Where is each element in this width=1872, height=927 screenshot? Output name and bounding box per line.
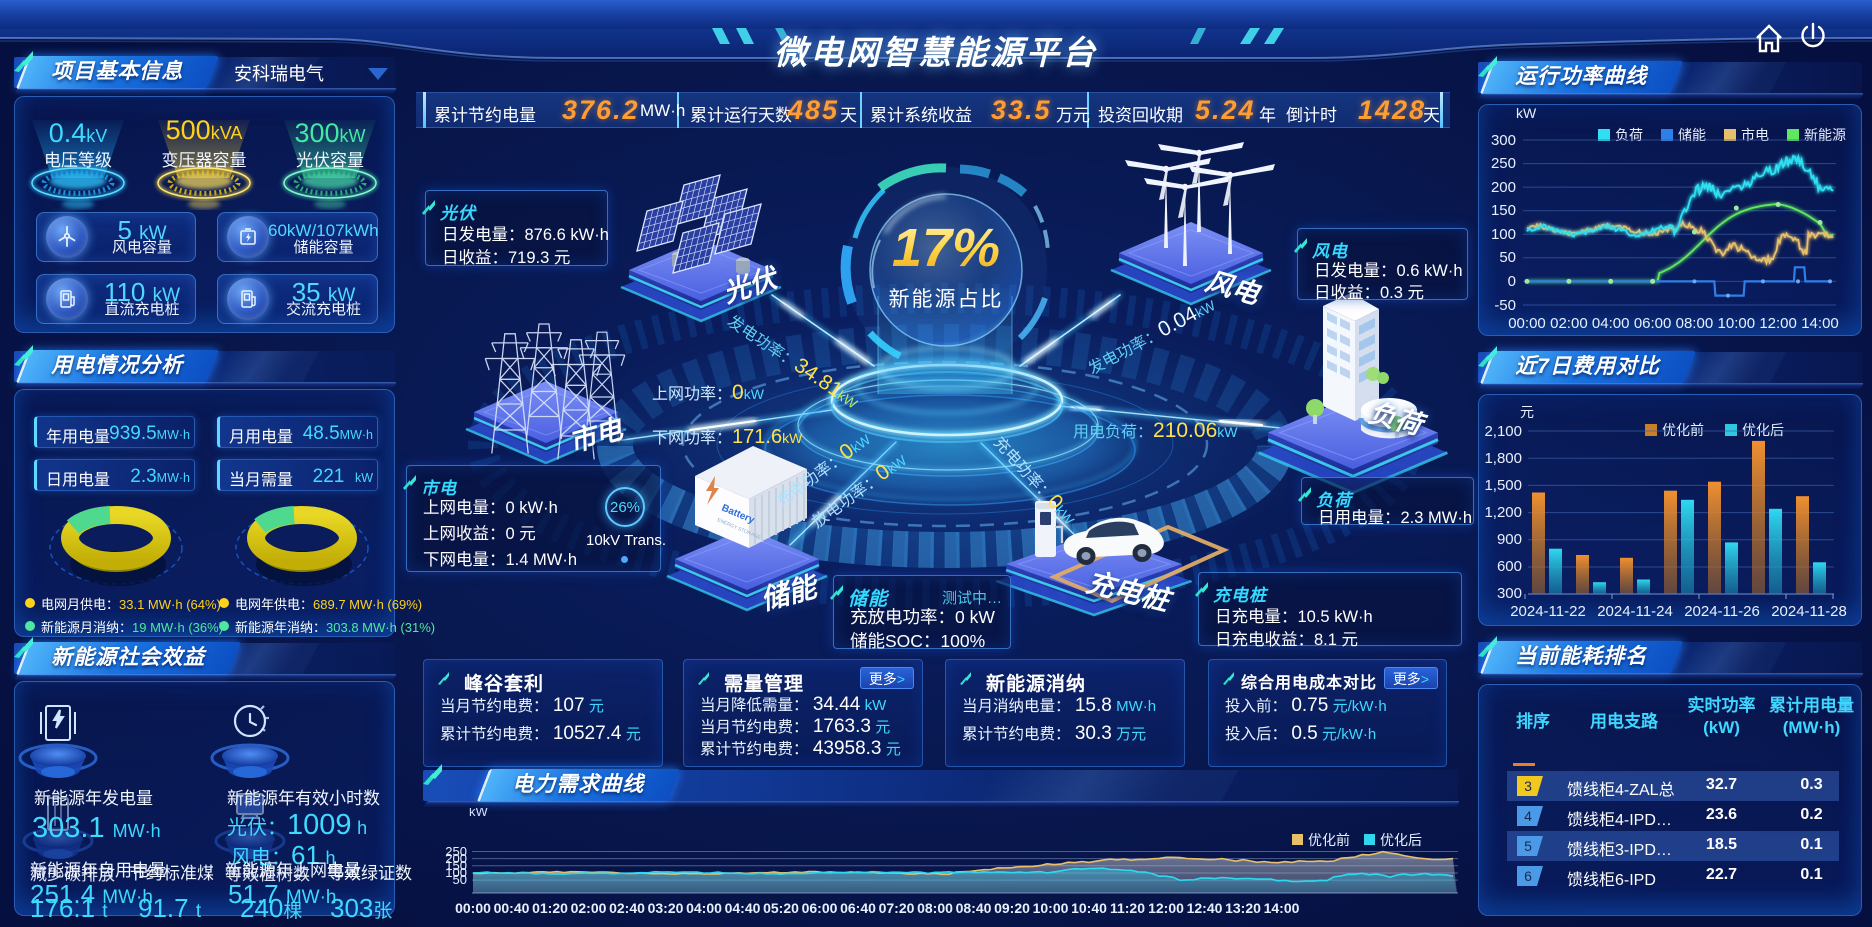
svg-text:kW: kW — [1516, 105, 1537, 121]
svg-text:2024-11-26: 2024-11-26 — [1684, 603, 1760, 620]
svg-text:07:20: 07:20 — [879, 900, 915, 916]
svg-text:12:40: 12:40 — [1187, 900, 1223, 916]
svg-text:150: 150 — [1491, 202, 1516, 219]
svg-text:2024-11-22: 2024-11-22 — [1510, 603, 1586, 620]
svg-text:10:40: 10:40 — [1071, 900, 1107, 916]
svg-text:-50: -50 — [1494, 297, 1516, 314]
svg-text:11:20: 11:20 — [1110, 900, 1145, 916]
svg-text:12:00: 12:00 — [1759, 315, 1797, 332]
svg-text:储能: 储能 — [1678, 127, 1706, 143]
svg-text:300: 300 — [1491, 132, 1516, 149]
svg-text:02:40: 02:40 — [609, 900, 645, 916]
svg-text:市电: 市电 — [1741, 127, 1769, 143]
svg-text:100: 100 — [1491, 226, 1516, 243]
svg-text:05:20: 05:20 — [763, 900, 799, 916]
svg-text:0: 0 — [1508, 273, 1516, 290]
svg-text:4: 4 — [1524, 808, 1532, 824]
svg-text:08:00: 08:00 — [917, 900, 953, 916]
svg-text:10:00: 10:00 — [1718, 315, 1756, 332]
svg-text:3: 3 — [1524, 778, 1532, 794]
svg-text:06:00: 06:00 — [1634, 315, 1672, 332]
svg-text:14:00: 14:00 — [1264, 900, 1300, 916]
svg-text:06:00: 06:00 — [802, 900, 838, 916]
svg-text:12:00: 12:00 — [1148, 900, 1184, 916]
svg-text:1,200: 1,200 — [1484, 504, 1522, 521]
svg-text:300: 300 — [1497, 585, 1522, 602]
svg-text:6: 6 — [1524, 868, 1532, 884]
svg-text:200: 200 — [445, 851, 467, 866]
svg-text:50: 50 — [453, 872, 467, 887]
svg-text:kW: kW — [469, 808, 489, 819]
svg-text:优化后: 优化后 — [1742, 422, 1784, 438]
svg-text:03:20: 03:20 — [648, 900, 684, 916]
svg-text:06:40: 06:40 — [840, 900, 876, 916]
svg-text:250: 250 — [445, 844, 467, 859]
svg-text:00:00: 00:00 — [455, 900, 491, 916]
svg-text:元: 元 — [1520, 404, 1534, 420]
svg-text:13:20: 13:20 — [1225, 900, 1261, 916]
svg-text:优化后: 优化后 — [1380, 832, 1422, 848]
svg-text:08:40: 08:40 — [956, 900, 992, 916]
svg-text:02:00: 02:00 — [1550, 315, 1588, 332]
svg-text:2,100: 2,100 — [1484, 423, 1522, 440]
svg-text:新能源占比: 新能源占比 — [889, 288, 1004, 311]
svg-text:04:00: 04:00 — [686, 900, 722, 916]
svg-text:负荷: 负荷 — [1615, 127, 1643, 143]
svg-text:优化前: 优化前 — [1662, 422, 1704, 438]
svg-text:5: 5 — [1524, 838, 1532, 854]
svg-text:00:00: 00:00 — [1508, 315, 1546, 332]
svg-text:100: 100 — [445, 865, 467, 880]
svg-text:50: 50 — [1499, 249, 1516, 266]
svg-text:2024-11-28: 2024-11-28 — [1771, 603, 1847, 620]
svg-text:14:00: 14:00 — [1801, 315, 1839, 332]
svg-text:150: 150 — [445, 858, 467, 873]
svg-text:09:20: 09:20 — [994, 900, 1030, 916]
svg-text:优化前: 优化前 — [1308, 832, 1350, 848]
svg-text:200: 200 — [1491, 179, 1516, 196]
svg-text:00:40: 00:40 — [494, 900, 530, 916]
svg-text:600: 600 — [1497, 558, 1522, 575]
svg-text:04:40: 04:40 — [725, 900, 761, 916]
svg-text:2024-11-24: 2024-11-24 — [1597, 603, 1673, 620]
svg-text:1,800: 1,800 — [1484, 450, 1522, 467]
svg-text:900: 900 — [1497, 531, 1522, 548]
svg-text:02:00: 02:00 — [571, 900, 607, 916]
svg-text:08:00: 08:00 — [1676, 315, 1714, 332]
svg-text:10:00: 10:00 — [1033, 900, 1069, 916]
svg-text:01:20: 01:20 — [532, 900, 568, 916]
svg-text:新能源: 新能源 — [1804, 127, 1846, 143]
svg-text:250: 250 — [1491, 155, 1516, 172]
svg-text:1,500: 1,500 — [1484, 477, 1522, 494]
svg-text:17%: 17% — [892, 218, 1000, 278]
svg-text:04:00: 04:00 — [1592, 315, 1630, 332]
